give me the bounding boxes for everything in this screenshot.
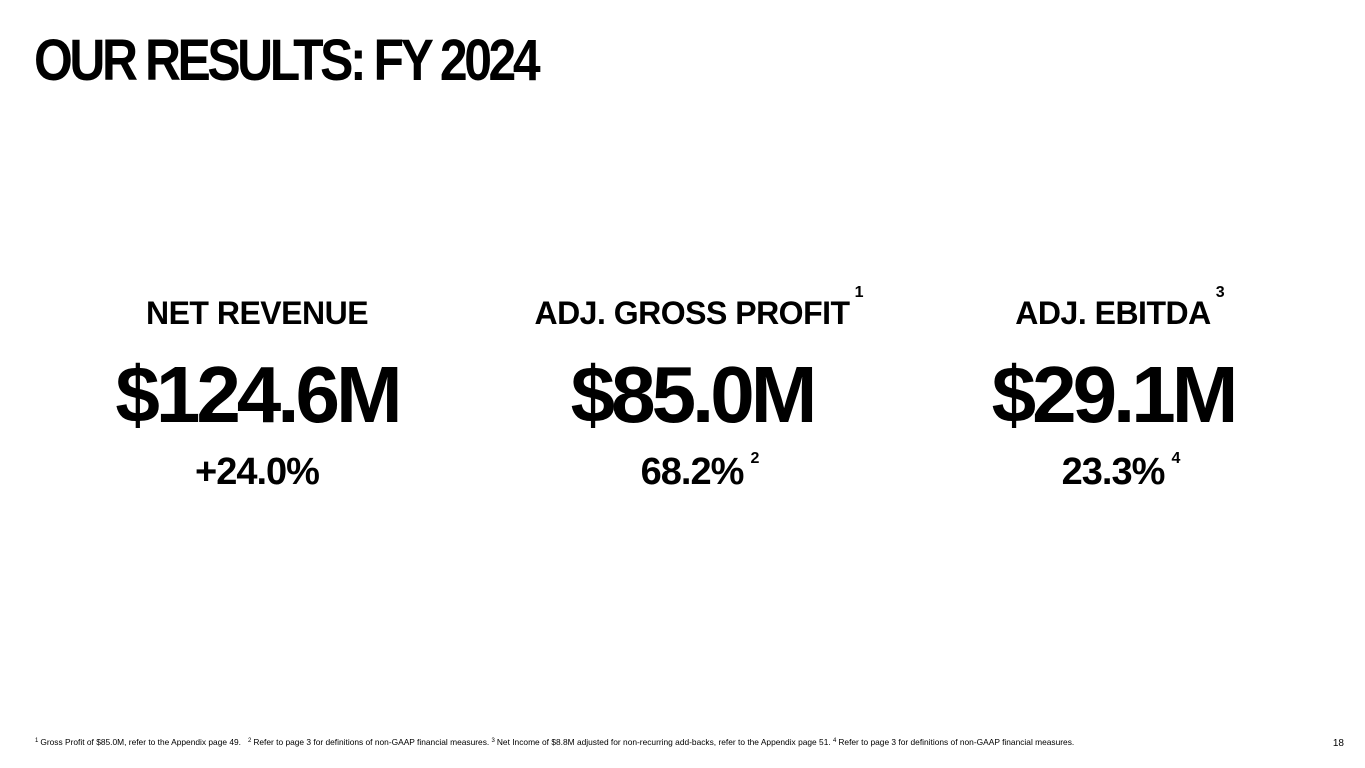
metric-label-text: NET REVENUE [145, 295, 369, 331]
metric-growth-text: +24.0% [195, 451, 320, 493]
footnotes: 1 Gross Profit of $85.0M, refer to the Ap… [35, 735, 1255, 748]
metric-label-text: ADJ. EBITDA [1015, 295, 1211, 331]
metric-margin: 23.3% 4 [1061, 447, 1181, 497]
metric-margin: 68.2% 2 [640, 447, 760, 497]
slide-title: OUR RESULTS: FY 2024 [34, 28, 541, 93]
metric-adj-ebitda: ADJ. EBITDA 3 $29.1M 23.3% 4 [903, 284, 1323, 497]
footnote-number: 2 [247, 738, 252, 744]
metric-margin-text: 23.3% [1061, 451, 1166, 493]
metric-adj-gross-profit: ADJ. GROSS PROFIT 1 $85.0M 68.2% 2 [482, 284, 902, 497]
metric-label: ADJ. EBITDA 3 [1015, 284, 1224, 341]
footnote-text: Refer to page 3 for definitions of non-G… [253, 737, 490, 747]
footnote-ref: 4 [1171, 450, 1181, 467]
footnote-text: Refer to page 3 for definitions of non-G… [838, 737, 1075, 747]
metric-label: NET REVENUE [145, 285, 369, 341]
footnote-number: 4 [833, 738, 837, 744]
metric-margin-text: 68.2% [640, 451, 745, 493]
page-number: 18 [1332, 738, 1344, 749]
metric-growth: +24.0% [195, 447, 320, 497]
footnote-ref: 2 [750, 450, 760, 467]
metric-label: ADJ. GROSS PROFIT 1 [534, 284, 863, 341]
metric-value: $29.1M [991, 350, 1239, 439]
footnote-text: Net Income of $8.8M adjusted for non-rec… [496, 737, 831, 747]
footnote-number: 3 [491, 738, 495, 744]
footnote-text: Gross Profit of $85.0M, refer to the App… [40, 737, 241, 747]
metric-value: $124.6M [115, 350, 402, 439]
metric-value: $85.0M [570, 350, 818, 439]
footnote: 2 Refer to page 3 for definitions of non-… [248, 737, 489, 747]
footnote-ref: 3 [1215, 284, 1225, 301]
footnote-ref: 1 [854, 284, 864, 301]
footnote-number: 1 [35, 738, 39, 744]
footnote: 1 Gross Profit of $85.0M, refer to the Ap… [35, 737, 241, 747]
footnote: 4 Refer to page 3 for definitions of non-… [833, 737, 1074, 747]
metric-net-revenue: NET REVENUE $124.6M +24.0% [47, 285, 467, 497]
footnote: 3 Net Income of $8.8M adjusted for non-re… [492, 737, 831, 747]
metric-label-text: ADJ. GROSS PROFIT [534, 295, 850, 331]
